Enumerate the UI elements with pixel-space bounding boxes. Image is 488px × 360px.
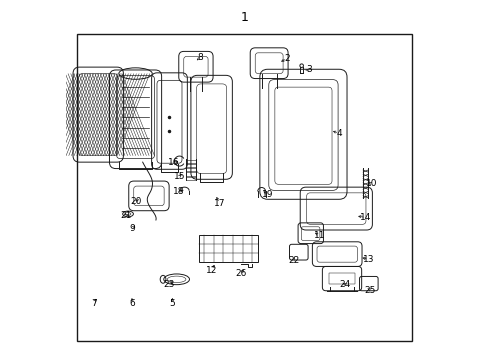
Text: 26: 26: [235, 269, 246, 278]
Text: 11: 11: [313, 231, 325, 240]
Text: 9: 9: [129, 224, 135, 233]
Text: 3: 3: [305, 66, 311, 75]
Text: 23: 23: [163, 280, 175, 289]
Text: 24: 24: [339, 280, 350, 289]
Text: 4: 4: [336, 129, 341, 138]
Text: 2: 2: [284, 54, 289, 63]
Text: 25: 25: [364, 285, 375, 294]
Text: 18: 18: [173, 187, 184, 196]
Text: 22: 22: [287, 256, 299, 265]
Bar: [77, 33, 411, 341]
Text: 19: 19: [262, 190, 273, 199]
Text: 21: 21: [120, 211, 131, 220]
Text: 20: 20: [130, 197, 142, 206]
Text: 5: 5: [169, 299, 175, 308]
Text: 6: 6: [129, 299, 135, 308]
Text: 17: 17: [213, 199, 225, 208]
Text: 15: 15: [173, 172, 185, 181]
Bar: [328, 273, 354, 284]
Text: 14: 14: [360, 213, 371, 222]
Text: 1: 1: [240, 11, 248, 24]
Text: 13: 13: [362, 255, 374, 264]
Text: 12: 12: [205, 266, 217, 275]
Text: 7: 7: [91, 299, 97, 308]
Text: 16: 16: [168, 158, 179, 167]
Text: 8: 8: [197, 53, 203, 62]
Text: 10: 10: [365, 179, 376, 188]
Bar: [198, 235, 257, 262]
